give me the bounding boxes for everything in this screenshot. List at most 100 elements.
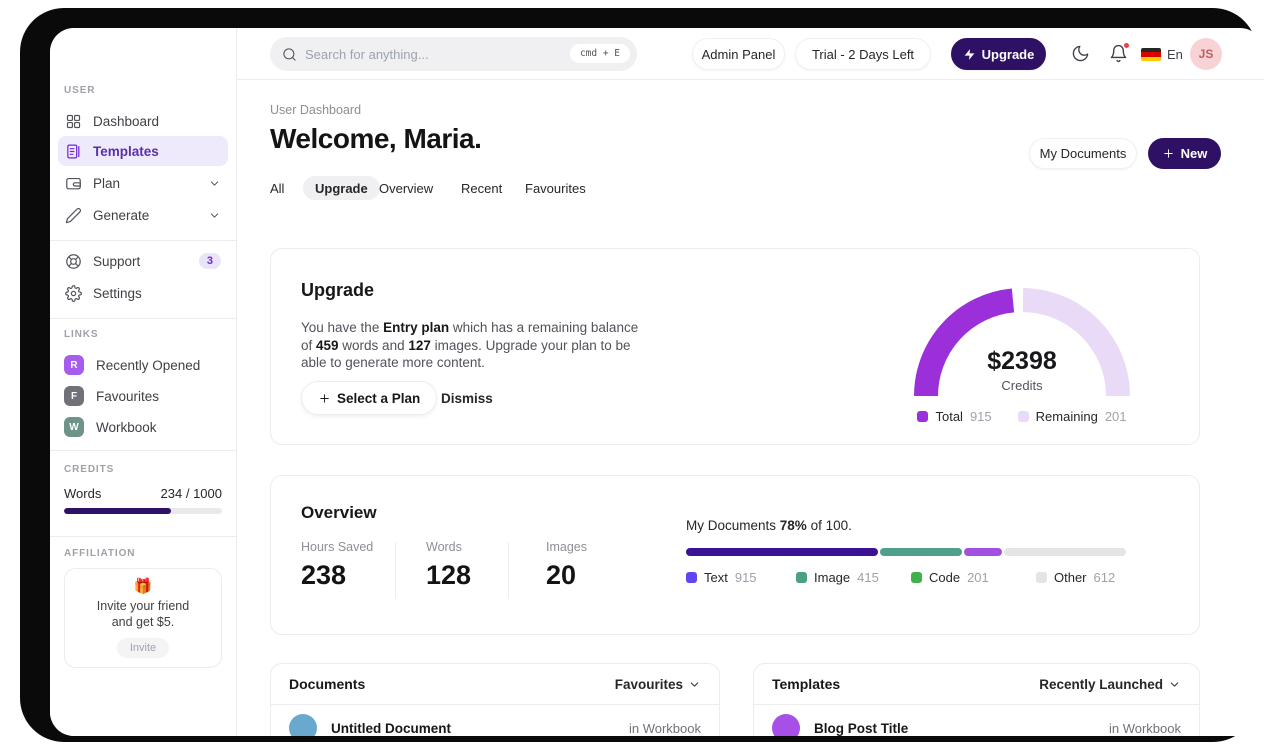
wallet-icon: [66, 177, 81, 189]
sidebar-item-generate[interactable]: Generate: [58, 200, 228, 230]
sidebar-link-favourites[interactable]: F Favourites: [64, 381, 222, 411]
document-location: in Workbook: [628, 720, 701, 736]
sidebar-item-templates[interactable]: Templates: [58, 136, 228, 166]
legend-item-total: Total 915: [917, 409, 992, 424]
tab-recent[interactable]: Recent: [461, 180, 503, 196]
sidebar-item-label: Plan: [93, 175, 121, 191]
gauge-value: $2398: [987, 347, 1057, 375]
sidebar-item-settings[interactable]: Settings: [58, 278, 228, 308]
chevron-down-icon: [210, 212, 219, 218]
legend-swatch: [686, 572, 697, 583]
notifications-button[interactable]: [1109, 42, 1130, 64]
sidebar-item-dashboard[interactable]: Dashboard: [58, 106, 228, 136]
template-list-item[interactable]: Blog Post Title in Workbook: [754, 705, 1199, 736]
search-bar[interactable]: cmd + E: [270, 37, 637, 71]
overview-card-title: Overview: [301, 503, 377, 522]
legend-swatch: [1036, 572, 1047, 583]
templates-card-title: Templates: [772, 676, 841, 692]
credits-gauge-chart: [914, 288, 1130, 397]
legend-swatch: [911, 572, 922, 583]
pencil-icon: [65, 207, 81, 223]
notification-dot: [1123, 42, 1130, 49]
template-name: Blog Post Title: [814, 720, 909, 736]
journal-icon: [67, 144, 80, 158]
credits-progress-bar: [64, 508, 222, 514]
chevron-down-icon: [690, 681, 699, 687]
sidebar-divider: [50, 318, 236, 319]
tab-overview[interactable]: Overview: [379, 180, 434, 196]
sidebar-link-workbook[interactable]: W Workbook: [64, 412, 222, 442]
upgrade-card-title: Upgrade: [301, 280, 375, 300]
page-title: Welcome, Maria.: [270, 123, 482, 154]
overview-card: Overview Hours Saved 238 Words 128 Image…: [270, 475, 1200, 635]
sidebar-item-label: Dashboard: [93, 113, 160, 129]
bell-icon: [1110, 44, 1127, 63]
chevron-down-icon: [210, 180, 219, 186]
credits-progress-fill: [64, 508, 172, 514]
template-location: in Workbook: [1108, 720, 1181, 736]
lifebuoy-icon: [66, 253, 81, 269]
trial-status-button[interactable]: Trial - 2 Days Left: [795, 38, 931, 70]
sidebar-section-affiliation: AFFILIATION: [64, 548, 136, 559]
app-window: USER Dashboard Templates Plan Generate S…: [50, 28, 1264, 736]
stat-divider: [508, 542, 509, 598]
documents-filter-dropdown[interactable]: Favourites: [615, 677, 701, 692]
sidebar-link-label: Workbook: [96, 419, 157, 435]
select-plan-button[interactable]: Select a Plan: [301, 381, 438, 415]
sidebar-item-support[interactable]: Support 3: [58, 246, 228, 276]
plus-icon: [320, 393, 329, 403]
lightning-icon: [964, 48, 974, 60]
dismiss-button[interactable]: Dismiss: [441, 390, 493, 406]
tab-upgrade[interactable]: Upgrade: [303, 176, 380, 200]
sidebar-section-links: LINKS: [64, 329, 99, 340]
sidebar-divider: [50, 450, 236, 451]
device-frame: USER Dashboard Templates Plan Generate S…: [20, 8, 1264, 742]
document-list-item[interactable]: Untitled Document in Workbook: [271, 705, 719, 736]
templates-card: Templates Recently Launched Blog Post Ti…: [753, 663, 1200, 736]
document-name: Untitled Document: [331, 720, 451, 736]
link-letter-badge: R: [64, 355, 84, 375]
legend-item-remaining: Remaining 201: [1017, 409, 1127, 424]
gift-icon: 🎁: [133, 578, 153, 595]
credits-label: Words: [64, 486, 102, 501]
link-letter-badge: F: [64, 386, 84, 406]
sidebar-link-label: Favourites: [96, 388, 160, 404]
topbar: cmd + E Admin Panel Trial - 2 Days Left …: [237, 28, 1264, 80]
documents-progress-label: My Documents 78% of 100.: [686, 518, 852, 533]
invite-button[interactable]: Invite: [116, 638, 170, 658]
sidebar-link-label: Recently Opened: [96, 357, 201, 373]
user-avatar[interactable]: JS: [1190, 38, 1222, 70]
template-avatar: [772, 714, 800, 736]
legend-item-image: Image 415: [796, 570, 879, 585]
tab-favourites[interactable]: Favourites: [525, 180, 586, 196]
credits-value: 234 / 1000: [160, 486, 222, 501]
sidebar-link-recently-opened[interactable]: R Recently Opened: [64, 350, 222, 380]
credits-row: Words 234 / 1000: [64, 486, 222, 501]
affiliation-card: 🎁 Invite your friend and get $5. Invite: [64, 568, 222, 668]
tab-all[interactable]: All: [270, 180, 285, 196]
grid-icon: [66, 114, 81, 128]
sidebar-item-plan[interactable]: Plan: [58, 168, 228, 198]
new-button[interactable]: New: [1148, 138, 1221, 169]
moon-icon[interactable]: [1071, 44, 1090, 63]
gauge-subtitle: Credits: [1001, 378, 1043, 393]
legend-swatch: [1017, 411, 1029, 422]
upgrade-button[interactable]: Upgrade: [951, 38, 1046, 70]
bar-segment-text: [686, 548, 879, 556]
bar-segment-image: [880, 548, 963, 556]
sidebar-section-user: USER: [64, 85, 96, 96]
sidebar-section-credits: CREDITS: [64, 464, 115, 475]
language-selector[interactable]: En: [1167, 47, 1183, 62]
admin-panel-button[interactable]: Admin Panel: [692, 38, 785, 70]
affiliation-text: Invite your friend and get $5.: [96, 599, 190, 629]
search-input[interactable]: [305, 46, 535, 62]
upgrade-card: Upgrade You have the Entry plan which ha…: [270, 248, 1200, 445]
stat-hours-saved: Hours Saved 238: [301, 540, 374, 590]
templates-filter-dropdown[interactable]: Recently Launched: [1039, 677, 1181, 692]
sidebar-divider: [50, 536, 236, 537]
bar-segment-other: [1004, 548, 1127, 556]
german-flag-icon[interactable]: [1141, 48, 1161, 61]
gear-icon: [65, 284, 82, 302]
my-documents-button[interactable]: My Documents: [1029, 138, 1137, 169]
legend-item-text: Text 915: [686, 570, 757, 585]
